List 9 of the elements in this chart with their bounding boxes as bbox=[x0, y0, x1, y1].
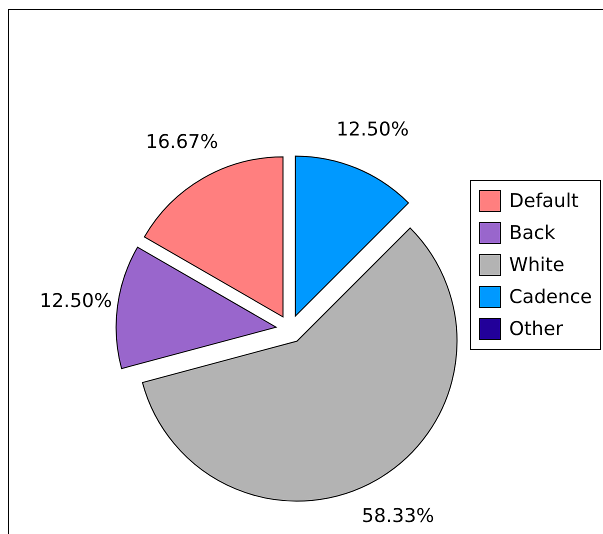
legend-label: Cadence bbox=[509, 286, 592, 308]
data-label: 16.67% bbox=[146, 130, 218, 153]
data-label: 58.33% bbox=[362, 505, 434, 528]
legend-label: Default bbox=[509, 190, 579, 212]
legend-label: Other bbox=[509, 318, 564, 340]
data-label: 12.50% bbox=[40, 290, 112, 312]
legend-label: Back bbox=[509, 222, 556, 244]
legend-label: White bbox=[509, 254, 564, 276]
data-label: 12.50% bbox=[336, 118, 409, 140]
